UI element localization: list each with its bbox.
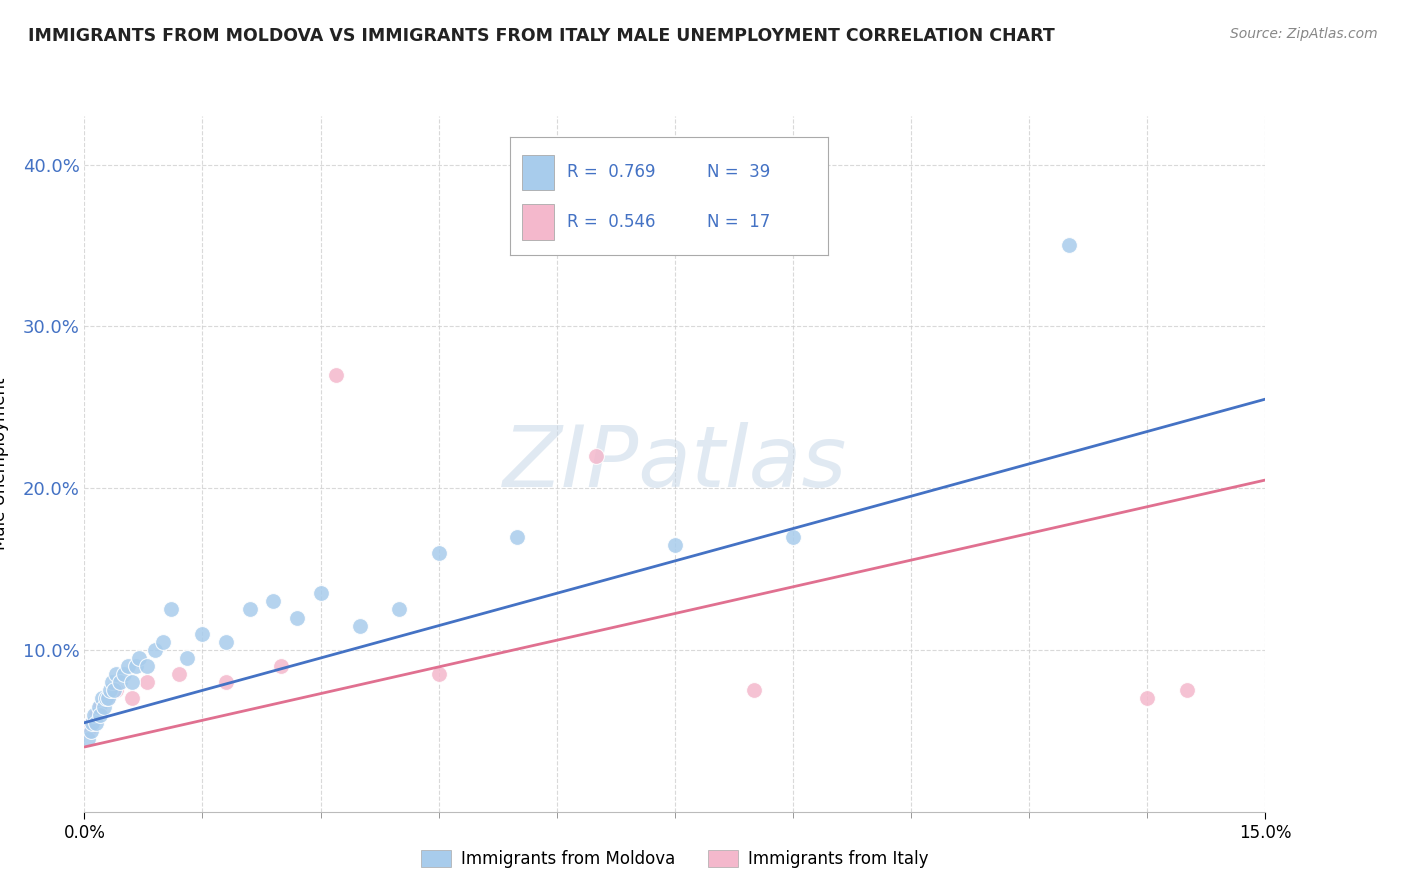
Point	[215, 635, 238, 649]
Text: R =  0.769: R = 0.769	[567, 163, 655, 181]
Point	[427, 667, 450, 681]
Point	[325, 368, 347, 382]
Point	[167, 667, 190, 681]
Point	[101, 675, 124, 690]
Text: IMMIGRANTS FROM MOLDOVA VS IMMIGRANTS FROM ITALY MALE UNEMPLOYMENT CORRELATION C: IMMIGRANTS FROM MOLDOVA VS IMMIGRANTS FR…	[28, 27, 1054, 45]
Point	[782, 530, 804, 544]
Point	[77, 723, 100, 738]
Y-axis label: Male Unemployment: Male Unemployment	[0, 377, 8, 550]
Point	[84, 715, 107, 730]
Bar	[522, 154, 554, 190]
Point	[89, 707, 111, 722]
Point	[117, 659, 139, 673]
Point	[93, 699, 115, 714]
Point	[89, 699, 111, 714]
Point	[285, 610, 308, 624]
Bar	[522, 204, 554, 240]
Point	[1136, 691, 1159, 706]
Point	[506, 530, 529, 544]
Point	[82, 715, 104, 730]
Text: ZIPatlas: ZIPatlas	[503, 422, 846, 506]
Point	[103, 683, 125, 698]
Point	[215, 675, 238, 690]
Point	[309, 586, 332, 600]
Point	[104, 683, 127, 698]
Point	[136, 659, 159, 673]
Point	[1057, 238, 1080, 252]
Point	[585, 449, 607, 463]
Text: Source: ZipAtlas.com: Source: ZipAtlas.com	[1230, 27, 1378, 41]
Point	[98, 683, 121, 698]
Point	[349, 618, 371, 632]
Text: N =  39: N = 39	[707, 163, 770, 181]
Point	[108, 675, 131, 690]
Point	[427, 546, 450, 560]
Point	[270, 659, 292, 673]
Point	[128, 651, 150, 665]
Point	[90, 691, 112, 706]
Point	[104, 667, 127, 681]
Point	[742, 683, 765, 698]
Point	[97, 691, 120, 706]
Point	[97, 691, 120, 706]
Point	[388, 602, 411, 616]
Point	[83, 707, 105, 722]
Point	[136, 675, 159, 690]
Point	[176, 651, 198, 665]
Point	[1175, 683, 1198, 698]
Point	[239, 602, 262, 616]
Point	[96, 691, 118, 706]
Point	[112, 667, 135, 681]
Point	[664, 538, 686, 552]
Point	[87, 699, 110, 714]
Point	[160, 602, 183, 616]
Text: R =  0.546: R = 0.546	[567, 213, 655, 231]
Point	[262, 594, 284, 608]
Point	[121, 691, 143, 706]
Point	[84, 707, 107, 722]
Point	[191, 626, 214, 640]
Point	[152, 635, 174, 649]
Point	[124, 659, 146, 673]
Point	[82, 715, 104, 730]
Point	[77, 731, 100, 746]
Point	[143, 643, 166, 657]
Point	[121, 675, 143, 690]
Text: N =  17: N = 17	[707, 213, 770, 231]
Legend: Immigrants from Moldova, Immigrants from Italy: Immigrants from Moldova, Immigrants from…	[415, 843, 935, 875]
Point	[79, 723, 101, 738]
